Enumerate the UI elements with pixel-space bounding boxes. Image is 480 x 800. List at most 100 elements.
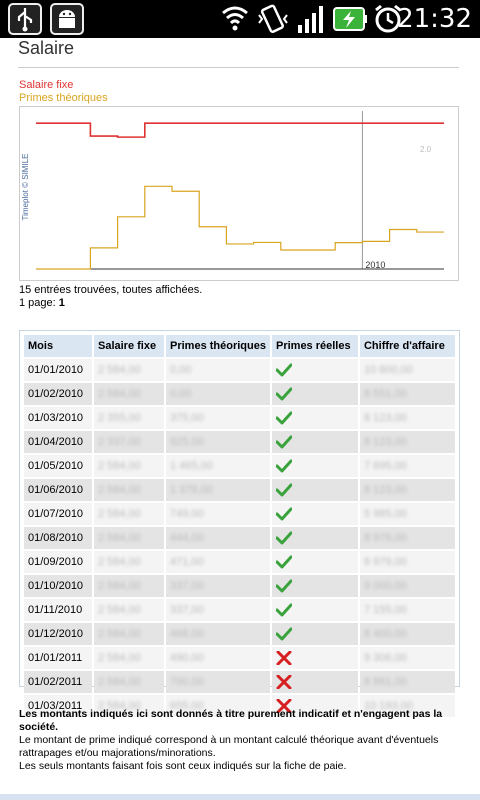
- cell-salaire-fixe-value: 2 584,00: [98, 460, 141, 472]
- col-mois[interactable]: Mois: [24, 335, 92, 357]
- chart-watermark: Timeplot © SIMILE: [21, 154, 30, 221]
- pagination-current[interactable]: 1: [58, 297, 65, 309]
- table-row: 01/04/2010 2 337,00 925,00 8 123,00: [24, 431, 455, 453]
- android-debug-icon: [50, 3, 84, 35]
- table-row: 01/02/2011 2 584,00 700,00 8 861,00: [24, 671, 455, 693]
- disclaimer-bold: Les montants indiqués ici sont donnés à …: [19, 708, 443, 733]
- cell-chiffre-affaire: 7 155,00: [359, 599, 455, 621]
- legend-primes-theoriques: Primes théoriques: [19, 92, 108, 104]
- cell-primes-theoriques: 1 378,00: [166, 479, 270, 501]
- cell-salaire-fixe-value: 2 584,00: [98, 652, 141, 664]
- cross-icon: [276, 651, 292, 665]
- cell-chiffre-affaire-value: 8 123,00: [363, 436, 407, 448]
- cell-chiffre-affaire-value: 10 193,00: [363, 700, 413, 712]
- salary-table-container: Mois Salaire fixe Primes théoriques Prim…: [19, 330, 460, 717]
- cell-salaire-fixe-value: 2 584,00: [98, 364, 141, 376]
- salary-table: Mois Salaire fixe Primes théoriques Prim…: [22, 333, 457, 719]
- cell-salaire-fixe: 2 584,00: [94, 575, 164, 597]
- entries-count: 15 entrées trouvées, toutes affichées.: [19, 284, 203, 296]
- cell-salaire-fixe: 2 584,00: [94, 479, 164, 501]
- cell-chiffre-affaire: 8 123,00: [359, 431, 455, 453]
- cell-mois: 01/01/2011: [24, 647, 92, 669]
- cell-primes-reelles: [271, 383, 358, 405]
- check-icon: [275, 627, 292, 641]
- check-icon: [275, 411, 292, 425]
- page: Salaire Salaire fixe Primes théoriques T…: [0, 38, 480, 800]
- cell-primes-theoriques-value: 490,00: [170, 652, 204, 664]
- cell-primes-reelles: [271, 407, 358, 429]
- cell-mois: 01/02/2011: [24, 671, 92, 693]
- cell-mois-value: 01/12/2010: [28, 628, 84, 640]
- cell-salaire-fixe-value: 2 584,00: [98, 388, 141, 400]
- cell-mois-value: 01/09/2010: [28, 556, 84, 568]
- cell-chiffre-affaire: 10 800,00: [359, 359, 455, 381]
- check-icon: [275, 363, 292, 377]
- cell-mois-value: 01/06/2010: [28, 484, 84, 496]
- col-primes-theoriques[interactable]: Primes théoriques: [166, 335, 270, 357]
- check-icon: [275, 603, 292, 617]
- x-tick-2010: 2010: [365, 260, 385, 270]
- cell-mois: 01/03/2010: [24, 407, 92, 429]
- pagination: 1 page: 1: [19, 297, 65, 309]
- cell-salaire-fixe: 2 584,00: [94, 695, 164, 717]
- check-icon: [275, 435, 292, 449]
- check-icon: [275, 507, 292, 521]
- cell-primes-reelles: [271, 503, 358, 525]
- cross-icon: [276, 699, 292, 713]
- cell-salaire-fixe: 2 584,00: [94, 671, 164, 693]
- cell-primes-theoriques: 468,00: [166, 623, 270, 645]
- table-row: 01/12/2010 2 584,00 468,00 8 400,00: [24, 623, 455, 645]
- cell-chiffre-affaire-value: 8 978,00: [363, 532, 407, 544]
- cell-primes-reelles: [271, 527, 358, 549]
- disclaimer-line2: Le montant de prime indiqué correspond à…: [19, 734, 439, 759]
- disclaimer: Les montants indiqués ici sont donnés à …: [19, 708, 459, 773]
- cell-mois: 01/06/2010: [24, 479, 92, 501]
- cell-mois-value: 01/04/2010: [28, 436, 84, 448]
- table-row: 01/03/2010 2 355,00 375,00 8 123,00: [24, 407, 455, 429]
- cell-primes-theoriques-value: 337,00: [170, 580, 204, 592]
- cell-chiffre-affaire: 8 400,00: [359, 623, 455, 645]
- cell-chiffre-affaire-value: 8 400,00: [363, 628, 407, 640]
- cell-chiffre-affaire-value: 6 979,00: [363, 556, 407, 568]
- cell-chiffre-affaire: 9 306,00: [359, 647, 455, 669]
- cell-chiffre-affaire: 7 695,00: [359, 455, 455, 477]
- cell-chiffre-affaire: 9 000,00: [359, 575, 455, 597]
- cell-primes-theoriques: 471,00: [166, 551, 270, 573]
- table-row: 01/09/2010 2 584,00 471,00 6 979,00: [24, 551, 455, 573]
- right-tick-label: 2.0: [420, 145, 432, 154]
- clock: 21:32: [397, 4, 472, 34]
- cell-primes-reelles: [271, 431, 358, 453]
- cell-primes-theoriques: 700,00: [166, 671, 270, 693]
- col-salaire-fixe[interactable]: Salaire fixe: [94, 335, 164, 357]
- cell-chiffre-affaire-value: 8 123,00: [363, 484, 407, 496]
- cell-salaire-fixe: 2 584,00: [94, 647, 164, 669]
- cell-salaire-fixe: 2 584,00: [94, 359, 164, 381]
- status-bar: 21:32: [0, 0, 480, 38]
- table-row: 01/01/2011 2 584,00 490,00 9 306,00: [24, 647, 455, 669]
- cell-mois-value: 01/03/2010: [28, 412, 84, 424]
- cell-mois-value: 01/11/2010: [28, 604, 83, 616]
- cell-primes-theoriques-value: 471,00: [170, 556, 204, 568]
- vibrate-icon: [258, 4, 288, 34]
- check-icon: [275, 555, 292, 569]
- timeplot-chart[interactable]: Timeplot © SIMILE 2010 2.0: [19, 106, 459, 281]
- cell-salaire-fixe: 2 337,00: [94, 431, 164, 453]
- disclaimer-line3: Les seuls montants faisant fois sont ceu…: [19, 760, 347, 772]
- cross-icon: [276, 675, 292, 689]
- cell-chiffre-affaire: 8 123,00: [359, 479, 455, 501]
- cell-mois-value: 01/10/2010: [28, 580, 84, 592]
- cell-mois-value: 01/08/2010: [28, 532, 84, 544]
- cell-primes-theoriques: 337,00: [166, 575, 270, 597]
- cell-primes-reelles: [271, 359, 358, 381]
- table-row: 01/07/2010 2 584,00 749,00 5 985,00: [24, 503, 455, 525]
- col-chiffre-affaire[interactable]: Chiffre d'affaire: [359, 335, 455, 357]
- cell-primes-theoriques: 375,00: [166, 407, 270, 429]
- cell-primes-reelles: [271, 479, 358, 501]
- cell-mois-value: 01/07/2010: [28, 508, 84, 520]
- cell-primes-theoriques-value: 0,00: [170, 364, 192, 376]
- cell-mois: 01/10/2010: [24, 575, 92, 597]
- cell-primes-reelles: [271, 647, 358, 669]
- cell-primes-reelles: [271, 695, 358, 717]
- cell-primes-theoriques-value: 700,00: [170, 676, 204, 688]
- col-primes-reelles[interactable]: Primes réelles: [271, 335, 358, 357]
